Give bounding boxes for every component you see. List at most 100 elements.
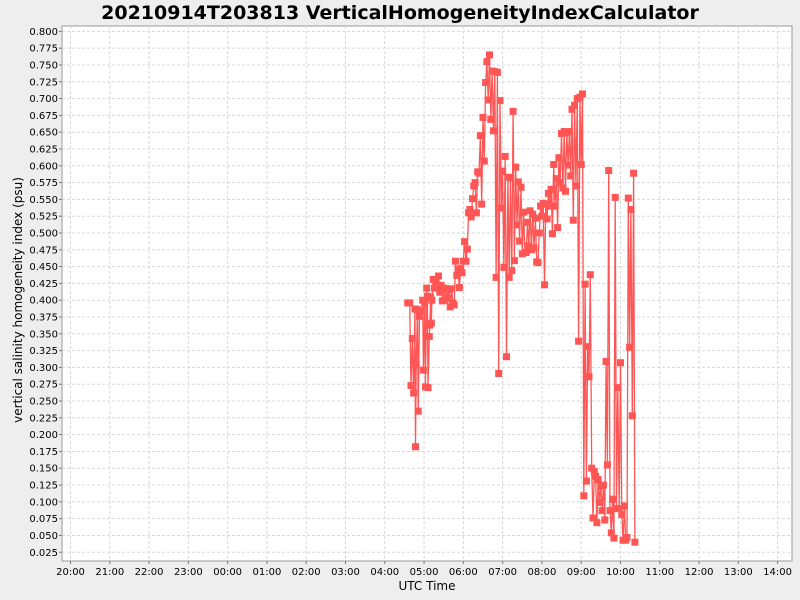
data-point: [567, 172, 575, 180]
data-point: [577, 161, 585, 168]
data-point: [562, 187, 569, 195]
data-point: [525, 242, 533, 250]
y-axis-label: vertical salinity homogeneity index (psu…: [11, 177, 25, 423]
data-point: [623, 534, 631, 541]
data-point: [513, 221, 521, 229]
data-point: [542, 200, 550, 208]
data-point: [453, 271, 461, 279]
data-point: [534, 259, 542, 267]
x-tick-label: 14:00: [763, 567, 792, 578]
data-point: [614, 384, 622, 392]
data-point: [520, 208, 528, 216]
data-point: [607, 529, 615, 537]
data-point: [503, 353, 510, 361]
data-point: [571, 101, 579, 109]
data-point: [414, 407, 422, 415]
y-tick-label: 0.225: [29, 413, 58, 424]
data-point: [444, 294, 452, 302]
data-point: [407, 382, 415, 390]
y-tick-label: 0.475: [29, 245, 58, 256]
y-tick-label: 0.150: [29, 464, 58, 475]
y-tick-label: 0.750: [29, 60, 58, 71]
data-point: [550, 161, 558, 168]
data-point: [584, 343, 592, 351]
y-tick-label: 0.400: [29, 296, 58, 307]
data-point: [480, 157, 488, 165]
data-point: [461, 238, 469, 246]
x-tick-label: 08:00: [527, 567, 556, 578]
data-point: [425, 333, 433, 340]
x-tick-label: 03:00: [331, 567, 360, 578]
y-tick-label: 0.300: [29, 363, 58, 374]
y-tick-label: 0.325: [29, 346, 58, 357]
data-point: [593, 519, 601, 527]
data-point: [582, 477, 590, 485]
data-point: [609, 495, 617, 503]
data-point: [552, 175, 560, 183]
data-point: [462, 257, 470, 265]
x-axis: 20:00 21:00 22:00 23:00 00:00 01:00 02:00 03:00…: [56, 561, 792, 578]
data-point: [603, 461, 611, 469]
data-point: [419, 366, 427, 374]
data-point: [427, 319, 435, 327]
data-point: [497, 204, 505, 212]
data-point: [496, 97, 504, 105]
data-point: [568, 105, 576, 113]
data-point: [615, 505, 623, 513]
data-point: [611, 193, 619, 201]
y-tick-label: 0.275: [29, 380, 58, 391]
y-tick-label: 0.675: [29, 111, 58, 122]
x-tick-label: 11:00: [645, 567, 674, 578]
data-point: [529, 210, 537, 218]
data-point: [424, 384, 432, 392]
data-point: [466, 206, 474, 213]
y-tick-label: 0.200: [29, 430, 58, 441]
data-point: [501, 152, 509, 160]
data-point: [499, 167, 507, 175]
x-tick-label: 09:00: [567, 567, 596, 578]
data-point: [541, 281, 548, 289]
y-axis: 0.025 0.050 0.075 0.100 0.125 0.150 0.175 0.200…: [29, 27, 62, 559]
data-point: [472, 209, 480, 217]
data-point: [507, 174, 514, 182]
data-point: [599, 481, 607, 489]
data-point: [452, 257, 459, 265]
data-point: [486, 51, 493, 59]
data-point: [483, 58, 491, 66]
data-point: [628, 412, 636, 420]
y-tick-label: 0.700: [29, 94, 58, 105]
y-tick-label: 0.250: [29, 397, 58, 408]
data-point: [602, 357, 610, 365]
data-point: [493, 68, 501, 76]
data-point: [457, 265, 465, 273]
data-point: [531, 214, 539, 222]
data-point: [510, 257, 518, 265]
data-point: [487, 115, 495, 123]
data-point: [500, 263, 508, 271]
y-tick-label: 0.025: [29, 548, 58, 559]
data-point: [479, 113, 487, 121]
x-tick-label: 13:00: [724, 567, 753, 578]
data-point: [450, 301, 458, 309]
data-point: [579, 90, 586, 98]
y-tick-label: 0.500: [29, 229, 58, 240]
y-tick-label: 0.600: [29, 161, 58, 172]
y-tick-label: 0.425: [29, 279, 58, 290]
x-tick-label: 00:00: [213, 567, 242, 578]
data-point: [508, 267, 516, 275]
x-tick-label: 01:00: [253, 567, 282, 578]
x-tick-label: 23:00: [174, 567, 203, 578]
chart-title: 20210914T203813 VerticalHomogeneityIndex…: [101, 2, 699, 24]
y-tick-label: 0.100: [29, 497, 58, 508]
data-point: [448, 285, 456, 293]
data-point: [575, 337, 583, 345]
data-point: [551, 202, 559, 210]
y-tick-label: 0.575: [29, 178, 58, 189]
y-tick-label: 0.175: [29, 447, 58, 458]
y-tick-label: 0.650: [29, 128, 58, 139]
y-tick-label: 0.350: [29, 329, 58, 340]
y-tick-label: 0.625: [29, 144, 58, 155]
data-point: [530, 244, 538, 252]
data-point: [626, 343, 634, 351]
data-point: [463, 245, 471, 253]
